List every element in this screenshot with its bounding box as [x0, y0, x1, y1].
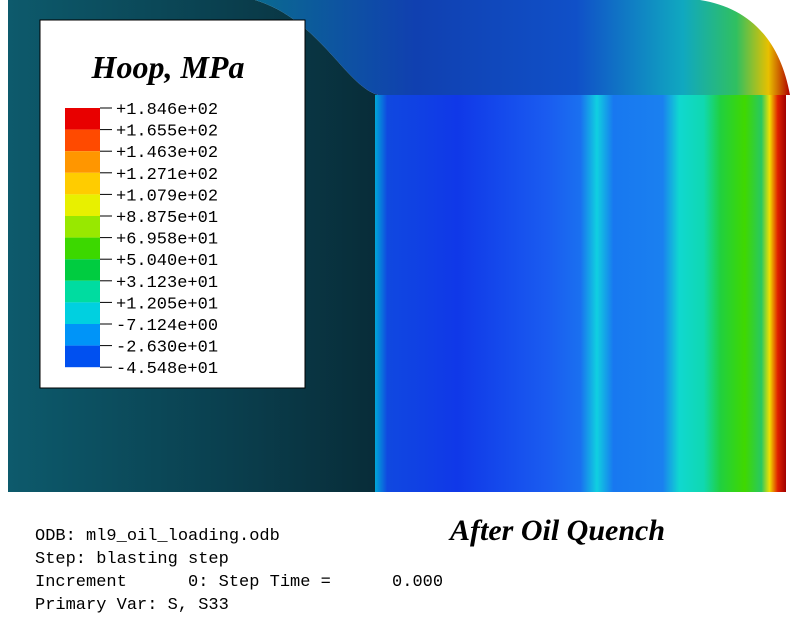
legend-label: +1.463e+02 [116, 144, 218, 163]
legend-swatch [65, 151, 100, 173]
legend-swatch [65, 129, 100, 152]
legend-swatch [65, 259, 100, 281]
legend-swatch [65, 237, 100, 260]
legend-swatch [65, 280, 100, 303]
part-top [255, 0, 790, 95]
caption: After Oil Quench [448, 514, 665, 547]
legend-label: +1.079e+02 [116, 187, 218, 206]
legend-swatch [65, 216, 100, 238]
legend-label: -7.124e+00 [116, 317, 218, 336]
legend-label: +1.205e+01 [116, 295, 218, 314]
legend-label: +5.040e+01 [116, 252, 218, 271]
part-wall [375, 95, 786, 492]
legend: +1.846e+02 +1.655e+02 +1.463e+02 +1.271e+02… [65, 101, 218, 379]
legend-swatch [65, 345, 100, 368]
legend-swatch [65, 324, 100, 346]
legend-swatch [65, 172, 100, 195]
info-line: Step: blasting step [35, 550, 229, 569]
info-lines: ODB: ml9_oil_loading.odb Step: blasting s… [35, 527, 443, 615]
legend-label: +1.846e+02 [116, 101, 218, 120]
legend-swatch [65, 302, 100, 324]
info-line: ODB: ml9_oil_loading.odb [35, 527, 280, 546]
legend-title: Hoop, MPa [91, 49, 245, 85]
legend-swatch [65, 108, 100, 130]
legend-label: +6.958e+01 [116, 231, 218, 250]
legend-label: -4.548e+01 [116, 360, 218, 379]
info-line: Primary Var: S, S33 [35, 596, 229, 615]
legend-swatch [65, 194, 100, 216]
legend-label: +8.875e+01 [116, 209, 218, 228]
legend-label: +1.655e+02 [116, 123, 218, 142]
legend-label: -2.630e+01 [116, 339, 218, 358]
info-panel [25, 492, 791, 618]
legend-label: +1.271e+02 [116, 166, 218, 185]
legend-label: +3.123e+01 [116, 274, 218, 293]
info-line: Increment 0: Step Time = 0.000 [35, 573, 443, 592]
